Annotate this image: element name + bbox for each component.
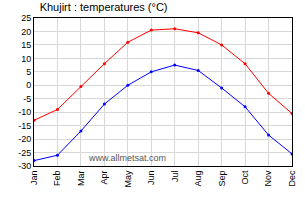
svg-text:May: May — [123, 170, 133, 188]
svg-text:Feb: Feb — [52, 171, 62, 187]
svg-text:-30: -30 — [18, 161, 31, 171]
svg-text:Jan: Jan — [29, 171, 39, 186]
svg-text:Aug: Aug — [193, 171, 203, 187]
svg-text:Nov: Nov — [263, 170, 273, 187]
svg-text:-25: -25 — [18, 148, 31, 158]
svg-text:0: 0 — [26, 80, 31, 90]
svg-text:-5: -5 — [23, 94, 31, 104]
svg-text:Jun: Jun — [146, 171, 156, 186]
svg-text:-15: -15 — [18, 121, 31, 131]
svg-text:Mar: Mar — [76, 171, 86, 187]
svg-text:Dec: Dec — [287, 170, 297, 187]
svg-text:25: 25 — [21, 13, 31, 23]
svg-text:Sep: Sep — [217, 171, 227, 187]
svg-text:Apr: Apr — [99, 171, 109, 185]
svg-text:Khujirt : temperatures (°C): Khujirt : temperatures (°C) — [40, 1, 168, 13]
svg-text:10: 10 — [21, 54, 31, 64]
svg-text:Oct: Oct — [240, 170, 250, 185]
svg-text:www.allmetsat.com: www.allmetsat.com — [88, 153, 166, 163]
svg-text:-20: -20 — [18, 134, 31, 144]
svg-text:5: 5 — [26, 67, 31, 77]
svg-text:-10: -10 — [18, 107, 31, 117]
svg-text:20: 20 — [21, 27, 31, 37]
svg-text:15: 15 — [21, 40, 31, 50]
svg-text:Jul: Jul — [170, 171, 180, 183]
